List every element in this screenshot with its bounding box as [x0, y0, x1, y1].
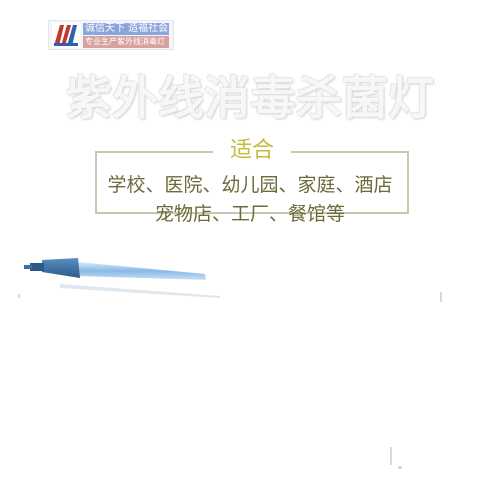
speck — [440, 292, 442, 302]
frame-top-right — [291, 151, 409, 153]
speck — [390, 447, 392, 465]
logo-mark-icon — [52, 23, 80, 48]
suitable-heading: 适合 — [229, 138, 274, 163]
page-title: 紫外线消毒杀菌灯 — [66, 71, 434, 125]
speck — [398, 466, 402, 469]
suitable-frame — [95, 152, 409, 214]
frame-top-left — [95, 151, 213, 153]
logo-text-line1: 诚信天下 造福社会 — [83, 23, 169, 35]
logo-text-line2: 专业生产紫外线消毒灯 — [83, 36, 169, 48]
suitable-places-line1: 学校、医院、幼儿园、家庭、酒店 — [107, 174, 393, 196]
suitable-places-line2: 宠物店、工厂、餐馆等 — [154, 203, 345, 225]
speck — [18, 294, 20, 298]
uv-lamp-icon — [24, 258, 220, 298]
brand-logo: 诚信天下 造福社会 专业生产紫外线消毒灯 — [48, 20, 174, 50]
